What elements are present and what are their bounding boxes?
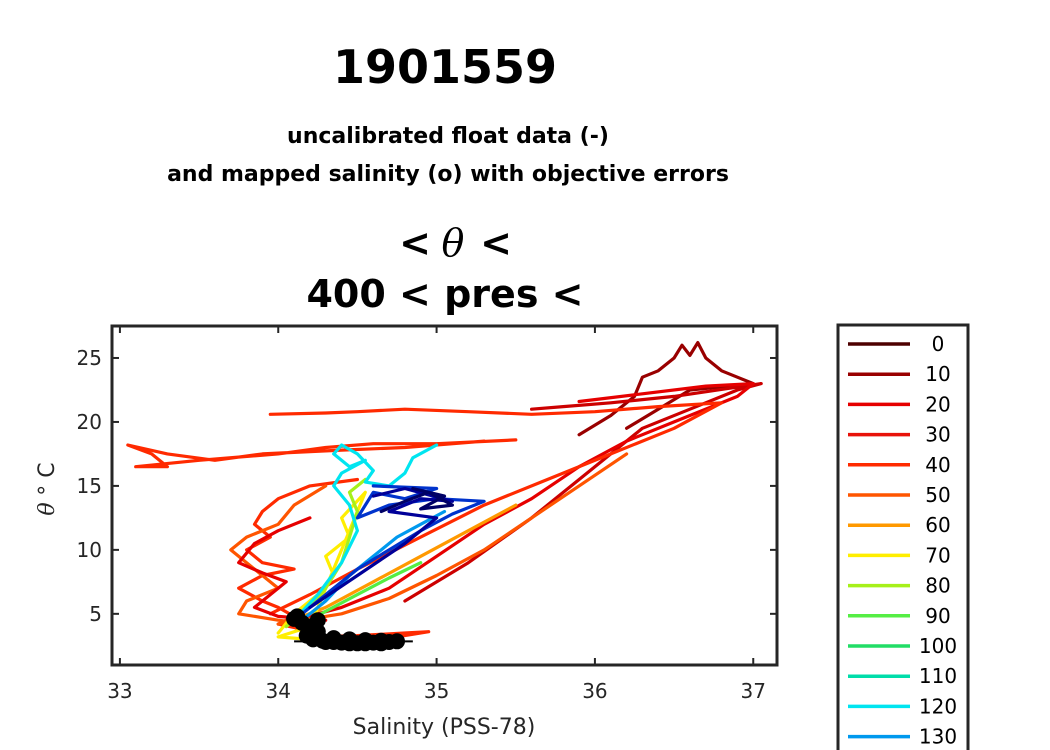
legend-item: 0 [848, 332, 944, 356]
axis-ticks: 33 34 35 36 37 5 10 15 20 25 [77, 326, 777, 703]
legend: 0 10 20 30 40 50 60 70 80 90 100 110 120 130 [848, 332, 957, 749]
x-tick-label: 35 [424, 679, 449, 703]
legend-item: 130 [848, 725, 957, 749]
legend-label: 20 [925, 392, 950, 416]
legend-item: 110 [848, 664, 957, 688]
series-line-9 [284, 503, 518, 625]
figure-title: 1901559 [333, 40, 557, 94]
series-line-18 [379, 486, 454, 514]
plot-title-line2: 400 < pres < [306, 272, 583, 316]
series-line-4 [126, 438, 518, 469]
y-tick-label: 10 [77, 538, 102, 562]
legend-item: 30 [848, 423, 951, 447]
x-tick-label: 36 [582, 679, 607, 703]
plot-title-line1: < θ < [399, 221, 512, 265]
plot-title-lt-right: < [480, 221, 512, 265]
legend-item: 40 [848, 453, 951, 477]
legend-label: 10 [925, 362, 950, 386]
y-axis-label-unit: ° C [35, 462, 60, 495]
plot-title-theta: θ [442, 221, 465, 265]
legend-label: 60 [925, 513, 950, 537]
legend-box [836, 323, 970, 750]
legend-label: 120 [919, 694, 957, 718]
legend-label: 50 [925, 483, 950, 507]
series-line-14 [292, 443, 439, 622]
legend-item: 20 [848, 392, 951, 416]
mapped-point [341, 631, 358, 648]
legend-label: 110 [919, 664, 957, 688]
figure-subtitle-line1: uncalibrated float data (-) [287, 124, 609, 149]
y-axis-label: θ ° C [35, 462, 60, 515]
legend-label: 40 [925, 453, 950, 477]
legend-label: 70 [925, 543, 950, 567]
legend-label: 0 [932, 332, 945, 356]
legend-item: 10 [848, 362, 951, 386]
y-tick-label: 20 [77, 410, 102, 434]
figure-subtitle-line2: and mapped salinity (o) with objective e… [167, 162, 729, 187]
y-tick-label: 15 [77, 474, 102, 498]
series-line-2 [292, 382, 755, 622]
series-line-17 [308, 486, 454, 610]
x-tick-label: 33 [107, 679, 132, 703]
x-tick-label: 37 [741, 679, 766, 703]
series-line-8 [276, 452, 629, 626]
legend-item: 80 [848, 574, 951, 598]
x-axis-label: Salinity (PSS-78) [353, 715, 536, 740]
legend-item: 60 [848, 513, 951, 537]
legend-item: 50 [848, 483, 951, 507]
series-line-15 [300, 509, 447, 622]
x-tick-label: 34 [266, 679, 291, 703]
plot-title-lt-left: < [399, 221, 431, 265]
plot-frame [110, 324, 779, 667]
legend-item: 70 [848, 543, 951, 567]
legend-item: 90 [848, 604, 951, 628]
series-line-5 [237, 477, 359, 631]
legend-label: 130 [919, 725, 957, 749]
legend-item: 120 [848, 694, 957, 718]
legend-label: 80 [925, 574, 950, 598]
mapped-point [357, 632, 374, 649]
y-tick-label: 5 [89, 602, 102, 626]
mapped-points-layer [286, 608, 413, 652]
series-line-16 [292, 484, 486, 622]
y-axis-label-symbol: θ [35, 502, 60, 515]
legend-item: 100 [848, 634, 957, 658]
series-line-7 [237, 516, 328, 622]
y-tick-label: 25 [77, 346, 102, 370]
mapped-point [301, 621, 318, 638]
legend-label: 30 [925, 423, 950, 447]
legend-label: 100 [919, 634, 957, 658]
legend-label: 90 [925, 604, 950, 628]
mapped-point [289, 608, 306, 625]
mapped-point [325, 630, 342, 647]
